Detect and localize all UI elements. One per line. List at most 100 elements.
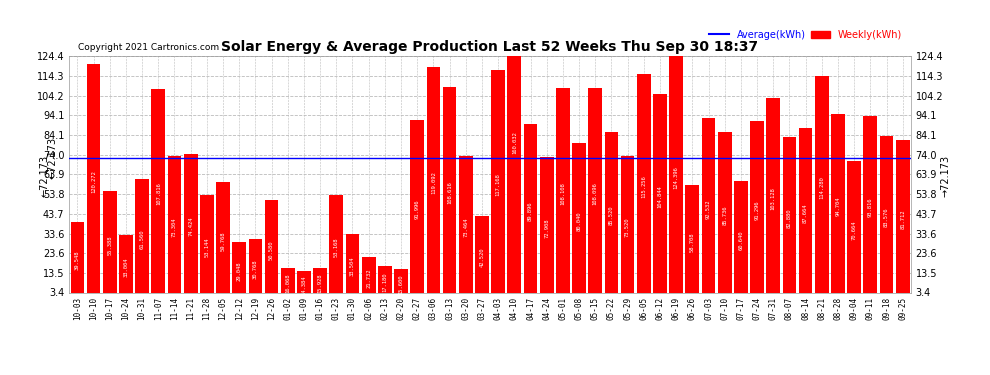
Text: 93.816: 93.816 — [868, 198, 873, 217]
Bar — [313, 268, 327, 299]
Text: 73.304: 73.304 — [172, 218, 177, 237]
Text: 107.816: 107.816 — [155, 183, 160, 205]
Bar — [702, 118, 716, 299]
Text: 80.040: 80.040 — [576, 211, 581, 231]
Text: 117.168: 117.168 — [496, 173, 501, 196]
Text: 70.664: 70.664 — [851, 220, 856, 240]
Bar — [556, 88, 570, 299]
Text: 39.548: 39.548 — [75, 251, 80, 270]
Text: 114.280: 114.280 — [820, 176, 825, 199]
Bar — [669, 56, 683, 299]
Text: 33.004: 33.004 — [124, 257, 129, 277]
Text: 60.640: 60.640 — [739, 230, 743, 250]
Text: 108.108: 108.108 — [560, 182, 565, 205]
Bar — [896, 140, 910, 299]
Bar — [540, 157, 553, 299]
Bar — [87, 64, 100, 299]
Text: 160.032: 160.032 — [512, 132, 517, 154]
Text: 92.532: 92.532 — [706, 199, 711, 219]
Bar — [361, 257, 375, 299]
Text: 59.768: 59.768 — [221, 231, 226, 251]
Text: 21.732: 21.732 — [366, 268, 371, 288]
Text: 124.396: 124.396 — [673, 166, 679, 189]
Text: 82.880: 82.880 — [787, 209, 792, 228]
Bar — [216, 183, 230, 299]
Text: 14.384: 14.384 — [301, 275, 307, 295]
Text: Copyright 2021 Cartronics.com: Copyright 2021 Cartronics.com — [78, 42, 219, 51]
Text: 50.580: 50.580 — [269, 240, 274, 260]
Bar — [459, 156, 472, 299]
Legend: Average(kWh), Weekly(kWh): Average(kWh), Weekly(kWh) — [706, 26, 906, 44]
Bar — [685, 184, 699, 299]
Bar — [281, 268, 295, 299]
Text: 108.616: 108.616 — [447, 182, 452, 204]
Text: 15.600: 15.600 — [399, 274, 404, 294]
Bar — [605, 132, 619, 299]
Bar — [491, 70, 505, 299]
Text: 73.520: 73.520 — [625, 217, 630, 237]
Bar — [815, 76, 829, 299]
Text: 89.896: 89.896 — [528, 202, 533, 221]
Text: 91.296: 91.296 — [754, 200, 759, 220]
Text: 115.256: 115.256 — [642, 175, 646, 198]
Text: 83.576: 83.576 — [884, 208, 889, 227]
Bar — [524, 124, 538, 299]
Bar — [70, 222, 84, 299]
Text: 81.712: 81.712 — [900, 210, 905, 229]
Text: →72.173: →72.173 — [940, 155, 950, 197]
Text: 103.128: 103.128 — [771, 187, 776, 210]
Bar — [200, 195, 214, 299]
Text: 33.504: 33.504 — [350, 256, 355, 276]
Bar — [151, 88, 165, 299]
Bar — [863, 116, 877, 299]
Bar — [782, 137, 796, 299]
Bar — [330, 195, 344, 299]
Text: 94.704: 94.704 — [836, 197, 841, 216]
Bar — [119, 235, 133, 299]
Bar — [233, 242, 247, 299]
Text: 61.560: 61.560 — [140, 229, 145, 249]
Text: 85.736: 85.736 — [722, 206, 728, 225]
Bar — [718, 132, 732, 299]
Bar — [346, 234, 359, 299]
Bar — [734, 181, 747, 299]
Text: 91.996: 91.996 — [415, 200, 420, 219]
Text: 15.928: 15.928 — [318, 274, 323, 293]
Bar — [588, 88, 602, 299]
Bar — [847, 161, 861, 299]
Bar — [264, 200, 278, 299]
Bar — [297, 271, 311, 299]
Bar — [880, 136, 893, 299]
Bar — [475, 216, 489, 299]
Text: ←72.173: ←72.173 — [48, 137, 58, 179]
Text: 72.908: 72.908 — [544, 218, 549, 238]
Text: 119.092: 119.092 — [431, 171, 436, 194]
Bar — [572, 143, 586, 299]
Text: 30.768: 30.768 — [252, 260, 258, 279]
Text: 16.068: 16.068 — [285, 274, 290, 293]
Bar — [136, 179, 149, 299]
Text: 104.844: 104.844 — [657, 185, 662, 208]
Bar — [637, 74, 650, 299]
Text: 108.096: 108.096 — [593, 182, 598, 205]
Bar — [766, 98, 780, 299]
Bar — [508, 0, 521, 299]
Text: 53.168: 53.168 — [334, 237, 339, 257]
Text: 55.388: 55.388 — [107, 236, 112, 255]
Bar — [167, 156, 181, 299]
Bar — [831, 114, 844, 299]
Bar — [248, 239, 262, 299]
Text: 87.664: 87.664 — [803, 204, 808, 223]
Text: ←72.173: ←72.173 — [40, 155, 50, 197]
Bar — [378, 266, 392, 299]
Text: 85.520: 85.520 — [609, 206, 614, 225]
Text: 53.144: 53.144 — [204, 237, 209, 257]
Bar — [103, 191, 117, 299]
Text: 73.464: 73.464 — [463, 217, 468, 237]
Bar — [410, 120, 424, 299]
Bar — [799, 128, 813, 299]
Text: 58.708: 58.708 — [690, 232, 695, 252]
Bar — [443, 87, 456, 299]
Bar — [394, 268, 408, 299]
Bar — [750, 121, 764, 299]
